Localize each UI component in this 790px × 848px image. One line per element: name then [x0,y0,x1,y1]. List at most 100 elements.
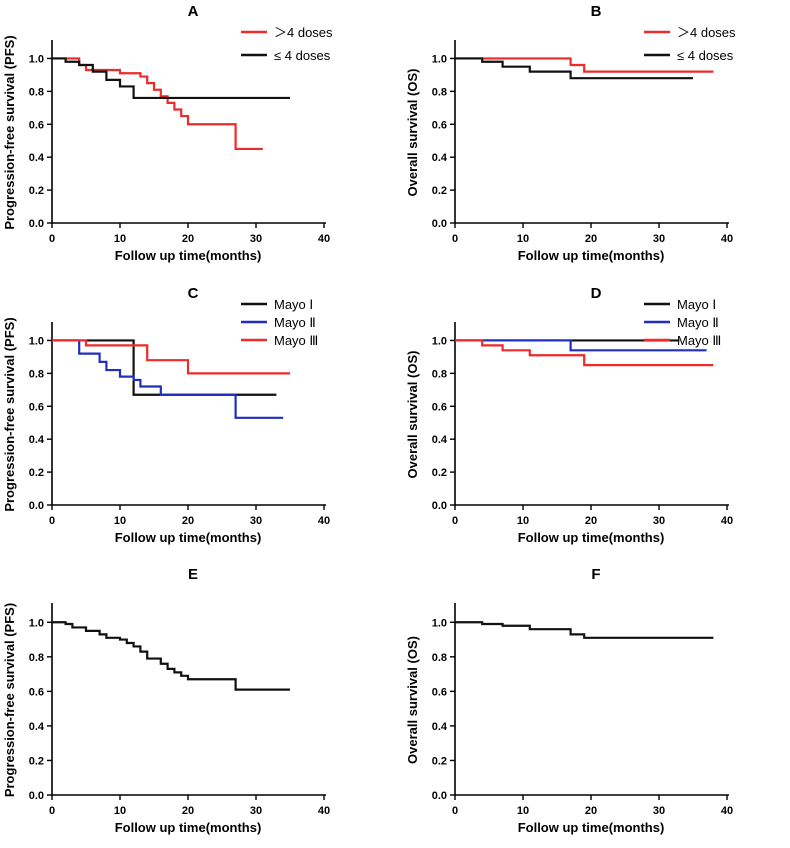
y-tick-label: 0.0 [29,500,44,512]
survival-curve-0 [52,621,290,691]
x-tick-label: 10 [114,233,126,245]
y-tick-label: 0.8 [432,86,447,98]
x-tick-label: 40 [721,233,733,245]
survival-curve-1 [455,57,693,80]
y-tick-label: 0.8 [432,368,447,380]
x-tick-label: 20 [182,233,194,245]
y-tick-label: 0.2 [29,755,44,767]
x-tick-label: 30 [653,233,665,245]
x-tick-label: 10 [114,805,126,817]
legend-label: Mayo Ⅲ [677,333,721,348]
x-tick-label: 10 [114,515,126,527]
legend: ＞4 doses ≤ 4 doses [241,25,333,63]
panel-f: F 0 10 20 30 40 0.0 0.2 0.4 0.6 0.8 1.0 Follow up ti… [405,566,733,835]
survival-curve-2 [455,339,714,367]
x-tick-label: 0 [49,233,55,245]
y-tick-label: 0.2 [432,755,447,767]
y-tick-label: 0.8 [29,86,44,98]
x-tick-label: 30 [250,805,262,817]
panel-label: C [188,285,199,302]
y-tick-label: 0.4 [29,434,45,446]
survival-curve-1 [52,339,284,419]
y-tick-label: 0.0 [432,790,447,802]
y-tick-label: 0.8 [29,652,44,664]
y-axis-title: Overall survival (OS) [405,636,420,764]
y-tick-label: 0.4 [432,434,448,446]
survival-curve-0 [455,57,714,73]
y-tick-label: 0.6 [29,119,44,131]
y-tick-label: 1.0 [432,617,447,629]
legend-label: Mayo Ⅰ [274,297,313,312]
y-axis-title: Progression-free survival (PFS) [2,317,17,511]
legend-label: ＞4 doses [274,25,333,40]
y-tick-label: 0.8 [29,368,44,380]
legend: Mayo Ⅰ Mayo Ⅱ Mayo Ⅲ [644,297,721,348]
survival-curve-1 [455,339,707,352]
survival-curve-0 [52,57,263,151]
y-tick-label: 0.6 [432,119,447,131]
legend-label: ≤ 4 doses [274,48,331,63]
y-tick-label: 1.0 [29,335,44,347]
x-tick-label: 30 [653,515,665,527]
panel-label: F [591,566,600,583]
y-axis-title: Overall survival (OS) [405,351,420,479]
legend-label: ＞4 doses [677,25,736,40]
y-axis-title: Overall survival (OS) [405,69,420,197]
y-tick-label: 0.2 [29,185,44,197]
survival-curve-1 [52,57,290,100]
legend-label: ≤ 4 doses [677,48,734,63]
survival-curve-0 [455,621,714,639]
x-tick-label: 40 [721,515,733,527]
legend: ＞4 doses ≤ 4 doses [644,25,736,63]
y-tick-label: 1.0 [29,53,44,65]
panel-d: D 0 10 20 30 40 0.0 0.2 0.4 0.6 0.8 1.0 Follow up ti… [405,285,733,545]
panel-label: E [188,566,198,583]
panel-c: C 0 10 20 30 40 0.0 0.2 0.4 0.6 0.8 1.0 Follow up ti… [2,285,330,545]
legend-label: Mayo Ⅱ [274,315,316,330]
y-tick-label: 0.4 [29,721,45,733]
y-tick-label: 1.0 [432,335,447,347]
y-tick-label: 0.6 [432,686,447,698]
y-tick-label: 0.0 [432,218,447,230]
x-axis-title: Follow up time(months) [518,530,665,545]
y-tick-label: 0.6 [432,401,447,413]
x-tick-label: 0 [452,233,458,245]
y-tick-label: 0.4 [29,152,45,164]
y-tick-label: 1.0 [432,53,447,65]
panel-a: A 0 10 20 30 40 0.0 0.2 0.4 0.6 0.8 1.0 Follow up ti… [2,3,333,263]
x-axis-title: Follow up time(months) [518,248,665,263]
y-axis-title: Progression-free survival (PFS) [2,603,17,797]
y-tick-label: 0.2 [432,467,447,479]
y-tick-label: 0.4 [432,721,448,733]
x-tick-label: 40 [318,805,330,817]
y-tick-label: 0.0 [432,500,447,512]
x-tick-label: 40 [318,515,330,527]
survival-curve-0 [52,339,277,396]
x-tick-label: 20 [182,515,194,527]
x-axis-title: Follow up time(months) [115,820,262,835]
x-axis-title: Follow up time(months) [518,820,665,835]
panel-label: B [591,3,602,20]
x-axis-title: Follow up time(months) [115,530,262,545]
legend-label: Mayo Ⅱ [677,315,719,330]
x-tick-label: 10 [517,805,529,817]
x-tick-label: 30 [250,233,262,245]
x-tick-label: 10 [517,233,529,245]
panel-e: E 0 10 20 30 40 0.0 0.2 0.4 0.6 0.8 1.0 Follow up ti… [2,566,330,835]
panel-label: D [591,285,602,302]
survival-curve-2 [52,339,290,375]
x-tick-label: 0 [49,805,55,817]
x-tick-label: 30 [653,805,665,817]
y-tick-label: 0.8 [432,652,447,664]
y-tick-label: 0.2 [432,185,447,197]
x-tick-label: 20 [585,805,597,817]
y-tick-label: 0.0 [29,218,44,230]
y-tick-label: 1.0 [29,617,44,629]
panel-b: B 0 10 20 30 40 0.0 0.2 0.4 0.6 0.8 1.0 Follow up ti… [405,3,736,263]
y-axis-title: Progression-free survival (PFS) [2,35,17,229]
x-tick-label: 20 [182,805,194,817]
x-tick-label: 10 [517,515,529,527]
y-tick-label: 0.6 [29,401,44,413]
panel-label: A [188,3,199,20]
